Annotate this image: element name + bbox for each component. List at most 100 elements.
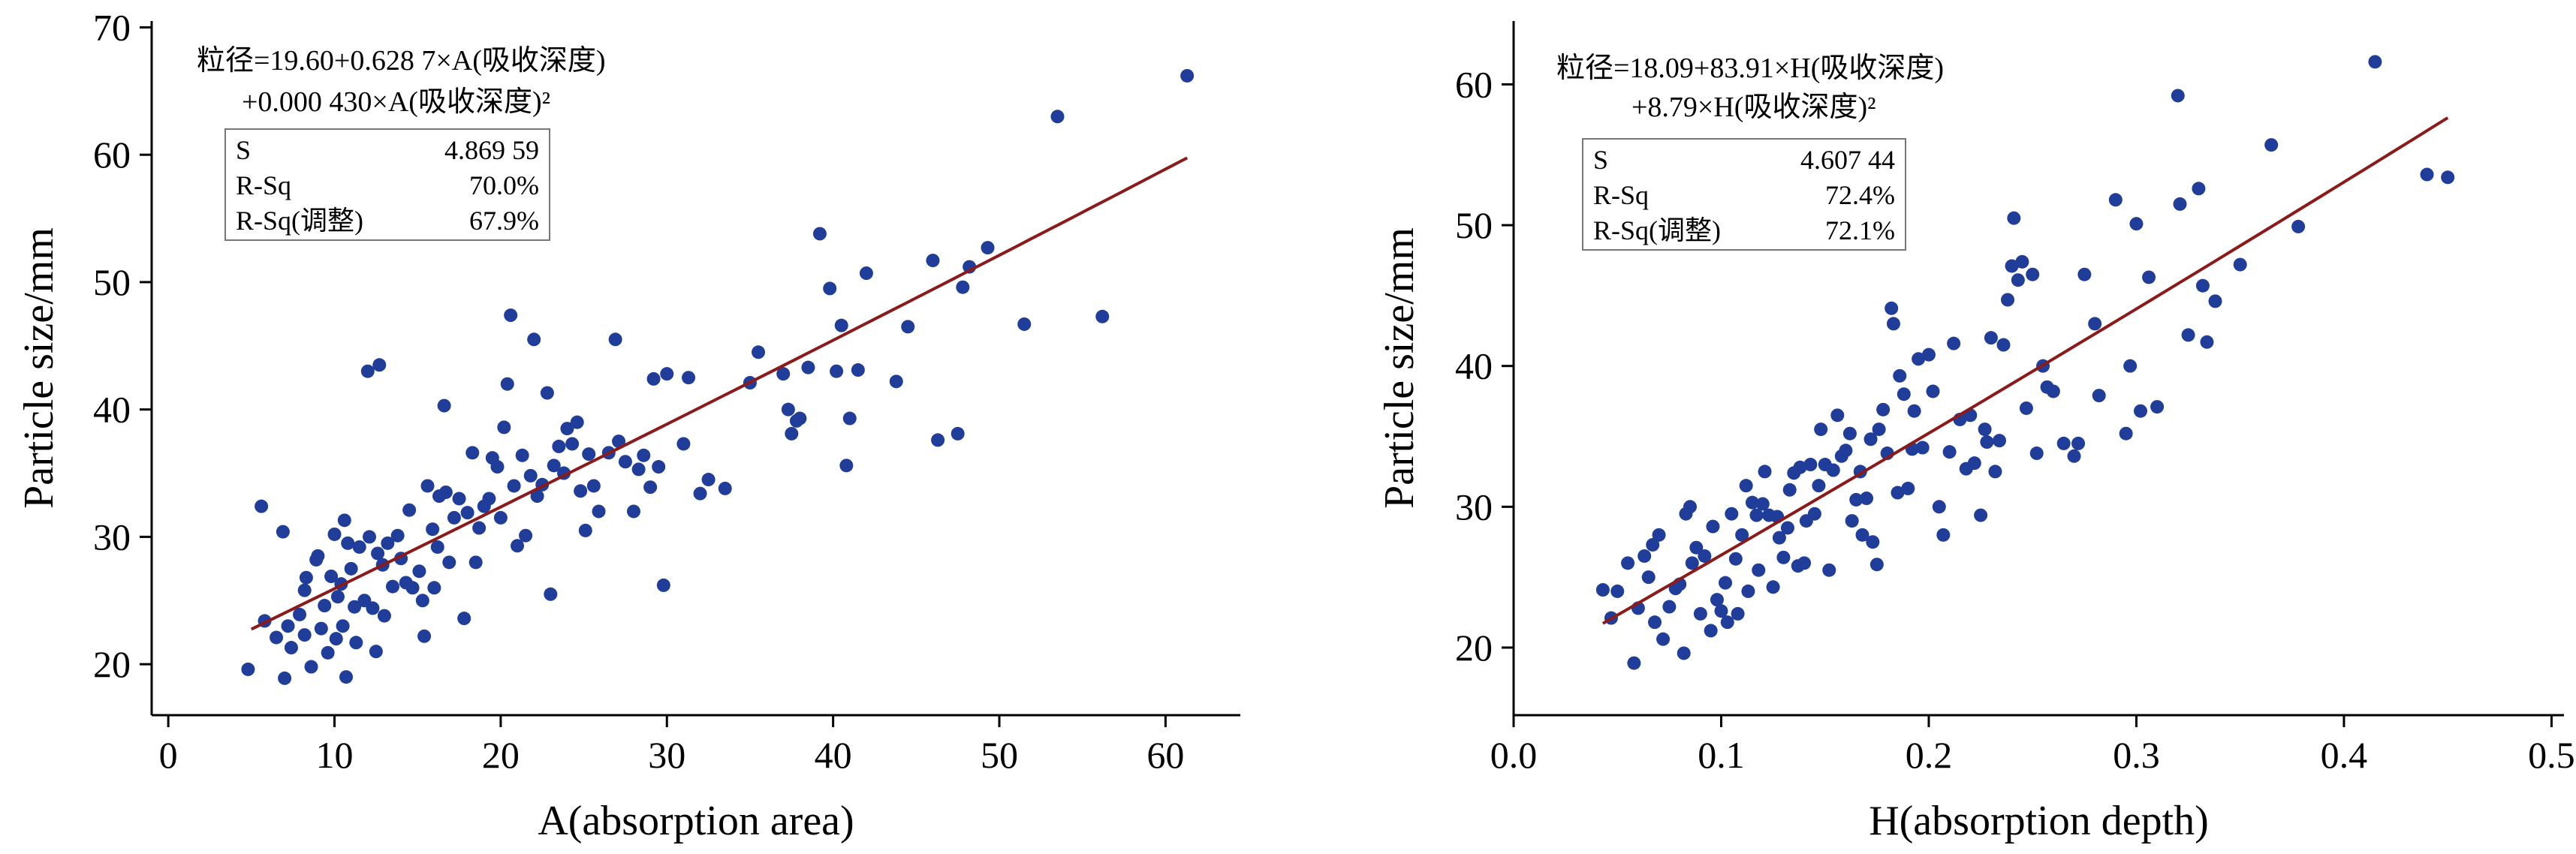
data-point xyxy=(270,630,284,645)
data-point xyxy=(1984,331,1998,345)
stat-value: 72.4% xyxy=(1825,180,1895,210)
data-point xyxy=(329,632,343,646)
data-point xyxy=(299,570,313,585)
data-point xyxy=(2142,270,2156,284)
data-point xyxy=(656,578,670,592)
data-point xyxy=(2077,267,2092,281)
data-point xyxy=(1648,615,1662,630)
data-point xyxy=(956,280,970,294)
data-point xyxy=(2171,89,2185,103)
data-point xyxy=(344,561,358,576)
data-point xyxy=(701,473,716,487)
data-point xyxy=(652,460,666,474)
data-point xyxy=(438,485,453,499)
data-point xyxy=(527,332,541,347)
data-point xyxy=(2123,359,2138,373)
data-point xyxy=(314,621,328,636)
scatter-points xyxy=(241,68,1195,685)
data-point xyxy=(1921,347,1936,362)
data-point xyxy=(1741,584,1755,598)
data-point xyxy=(830,364,844,378)
regression-equation-line2: +8.79×H(吸收深度)² xyxy=(1631,92,1876,123)
data-point xyxy=(1180,68,1195,83)
data-point xyxy=(339,670,354,684)
data-point xyxy=(1782,483,1797,497)
stat-value: 67.9% xyxy=(469,206,539,236)
data-point xyxy=(1749,508,1764,522)
data-point xyxy=(469,555,483,570)
data-point xyxy=(1725,507,1739,521)
data-point xyxy=(1685,556,1699,570)
data-point xyxy=(1662,600,1677,614)
data-point xyxy=(519,528,533,543)
data-point xyxy=(2007,211,2021,225)
data-point xyxy=(1839,444,1853,458)
data-point xyxy=(1926,384,1940,398)
data-point xyxy=(426,522,440,537)
data-point xyxy=(889,374,903,389)
data-point xyxy=(1731,606,1745,621)
data-point xyxy=(504,308,518,323)
data-point xyxy=(1646,537,1660,552)
data-point xyxy=(1621,556,1635,570)
x-tick-label: 0.5 xyxy=(2528,734,2575,776)
data-point xyxy=(371,546,385,561)
data-point xyxy=(693,486,707,501)
data-point xyxy=(1942,445,1957,459)
data-point xyxy=(1980,435,1994,450)
data-point xyxy=(1710,593,1724,607)
data-point xyxy=(276,525,290,539)
x-tick-label: 0.1 xyxy=(1698,734,1745,776)
data-point xyxy=(1797,556,1812,570)
data-point xyxy=(297,628,312,642)
data-point xyxy=(2441,170,2455,185)
data-point xyxy=(1822,563,1836,577)
data-point xyxy=(1915,441,1930,455)
data-point xyxy=(1706,519,1720,534)
x-tick-label: 0.3 xyxy=(2113,734,2160,776)
data-point xyxy=(981,241,995,255)
y-axis-title: Particle size/mm xyxy=(16,227,62,509)
data-point xyxy=(1704,624,1718,638)
y-tick-label: 60 xyxy=(1455,63,1493,105)
y-tick-label: 20 xyxy=(1455,627,1493,669)
chart-left: 0 10 20 30 40 50 60 20 30 40 50 60 70 Particle size/m… xyxy=(16,6,1240,844)
data-point xyxy=(646,371,661,386)
data-point xyxy=(926,254,940,268)
data-point xyxy=(1974,508,1988,522)
data-point xyxy=(1860,492,1874,506)
data-point xyxy=(1872,422,1886,437)
stat-label: R-Sq xyxy=(1593,180,1649,210)
data-point xyxy=(297,583,312,597)
data-point xyxy=(1830,408,1845,422)
data-point xyxy=(1996,338,2011,352)
data-point xyxy=(547,459,561,473)
regression-equation-line2: +0.000 430×A(吸收深度)² xyxy=(242,86,550,118)
data-point xyxy=(1776,550,1791,564)
x-tick-label: 40 xyxy=(815,734,852,776)
data-point xyxy=(511,539,525,553)
data-point xyxy=(490,460,505,474)
data-point xyxy=(427,581,441,595)
data-point xyxy=(2011,273,2025,287)
data-point xyxy=(1719,576,1733,590)
data-point xyxy=(574,484,588,498)
stats-box xyxy=(1582,138,1906,251)
data-point xyxy=(311,549,325,563)
data-point xyxy=(1683,500,1698,514)
data-point xyxy=(1595,583,1610,597)
x-axis-title: A(absorption area) xyxy=(538,798,854,844)
y-tick-label: 50 xyxy=(93,261,131,303)
data-point xyxy=(1641,570,1656,585)
data-point xyxy=(2056,436,2071,450)
data-point xyxy=(255,499,269,513)
data-point xyxy=(578,523,592,537)
data-point xyxy=(1855,528,1869,542)
data-point xyxy=(540,386,554,400)
data-point xyxy=(1793,460,1807,474)
y-tick-label: 70 xyxy=(93,6,131,48)
data-point xyxy=(515,448,529,462)
data-point xyxy=(420,479,435,493)
data-point xyxy=(1739,479,1753,493)
